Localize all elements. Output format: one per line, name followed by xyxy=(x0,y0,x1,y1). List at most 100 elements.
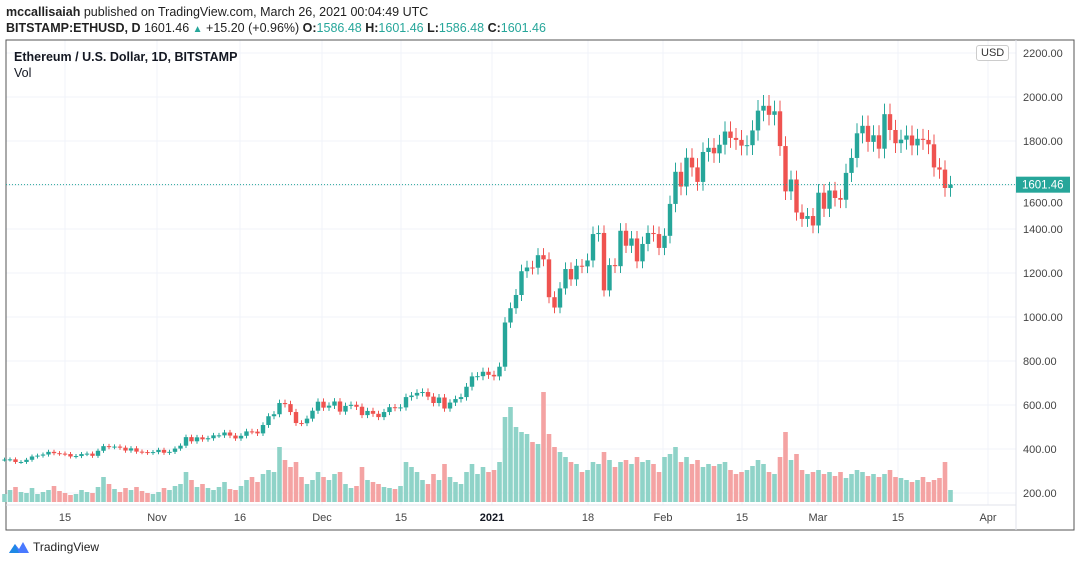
volume-bar xyxy=(35,494,40,502)
candle-body xyxy=(222,432,227,436)
volume-bar xyxy=(365,480,370,502)
volume-bar xyxy=(876,477,882,502)
volume-bar xyxy=(722,462,728,502)
arrow-up-icon: ▲ xyxy=(192,24,203,35)
candle-body xyxy=(882,114,887,149)
candle-body xyxy=(425,392,431,397)
candle-body xyxy=(266,416,271,426)
volume-bar xyxy=(502,417,508,502)
candle-body xyxy=(194,437,200,442)
volume-bar xyxy=(62,493,68,502)
volume-bar xyxy=(244,480,249,502)
candle-body xyxy=(926,139,931,145)
volume-bar xyxy=(464,472,469,502)
candle-body xyxy=(750,130,755,146)
volume-bar xyxy=(689,464,695,502)
candle-body xyxy=(574,265,579,280)
candle-body xyxy=(821,192,827,209)
candle-body xyxy=(579,265,585,267)
volume-bar xyxy=(293,462,299,502)
candle-body xyxy=(744,145,750,147)
candle-body xyxy=(733,137,739,140)
candle-body xyxy=(343,405,348,412)
high-value: 1601.46 xyxy=(378,21,424,35)
candle-body xyxy=(475,376,480,378)
open-value: 1586.48 xyxy=(316,21,362,35)
volume-bar xyxy=(799,470,805,502)
candle-body xyxy=(51,451,57,454)
x-tick-label: 15 xyxy=(736,512,748,524)
volume-bar xyxy=(497,462,502,502)
volume-bar xyxy=(568,462,574,502)
candle-body xyxy=(508,308,513,323)
candle-body xyxy=(326,405,332,408)
x-tick-label: Feb xyxy=(654,512,673,524)
volume-bar xyxy=(755,460,761,502)
volume-bar xyxy=(84,492,90,502)
volume-bar xyxy=(392,489,398,502)
volume-bar xyxy=(68,495,73,502)
volume-bar xyxy=(260,474,266,502)
volume-bar xyxy=(733,474,739,502)
candle-body xyxy=(706,147,711,152)
volume-bar xyxy=(827,472,832,502)
candle-body xyxy=(810,216,816,226)
candle-body xyxy=(728,131,733,138)
volume-bar xyxy=(24,493,29,502)
volume-bar xyxy=(172,486,178,502)
candle-body xyxy=(838,197,843,200)
candle-body xyxy=(618,230,623,267)
volume-bar xyxy=(750,466,755,502)
candle-body xyxy=(673,171,678,204)
candle-body xyxy=(370,410,376,414)
candle-body xyxy=(832,190,838,198)
low-label: L: xyxy=(427,21,439,35)
volume-bar xyxy=(2,494,7,502)
currency-button[interactable]: USD xyxy=(976,45,1010,61)
high-label: H: xyxy=(365,21,379,35)
candle-body xyxy=(623,230,629,246)
tradingview-logo[interactable]: TradingView xyxy=(8,540,99,554)
candle-body xyxy=(513,295,519,309)
candle-body xyxy=(783,146,788,192)
candle-body xyxy=(689,157,695,168)
candle-body xyxy=(95,450,101,456)
candle-body xyxy=(68,454,73,457)
candle-body xyxy=(409,395,414,398)
y-tick-label: 1200.00 xyxy=(1023,268,1063,280)
candle-body xyxy=(392,407,398,409)
volume-bar xyxy=(117,492,123,502)
candle-body xyxy=(871,135,876,142)
volume-bar xyxy=(744,470,750,502)
volume-bar xyxy=(871,474,876,502)
x-tick-label: Nov xyxy=(147,512,167,524)
candle-body xyxy=(766,105,772,115)
volume-bar xyxy=(618,462,623,502)
chart-legend: Ethereum / U.S. Dollar, 1D, BITSTAMP Vol xyxy=(14,49,237,81)
candle-body xyxy=(662,235,667,248)
candle-body xyxy=(530,267,535,269)
volume-bar xyxy=(695,460,700,502)
candle-body xyxy=(420,392,425,394)
volume-bar xyxy=(717,464,722,502)
candle-body xyxy=(843,172,849,200)
candle-body xyxy=(233,435,238,439)
volume-bar xyxy=(920,477,926,502)
candle-body xyxy=(772,111,777,115)
y-tick-label: 1400.00 xyxy=(1023,224,1063,236)
candle-body xyxy=(332,401,337,406)
volume-bar xyxy=(447,477,453,502)
volume-bar xyxy=(200,484,205,502)
candle-body xyxy=(651,232,656,235)
volume-bar xyxy=(579,472,585,502)
volume-bar xyxy=(348,488,354,502)
candle-body xyxy=(431,396,436,404)
open-label: O: xyxy=(302,21,317,35)
volume-legend: Vol xyxy=(14,66,32,80)
candle-body xyxy=(887,114,893,130)
candle-body xyxy=(183,437,189,446)
volume-bar xyxy=(480,467,486,502)
symbol: BITSTAMP:ETHUSD, D xyxy=(6,21,141,35)
volume-bar xyxy=(854,470,860,502)
